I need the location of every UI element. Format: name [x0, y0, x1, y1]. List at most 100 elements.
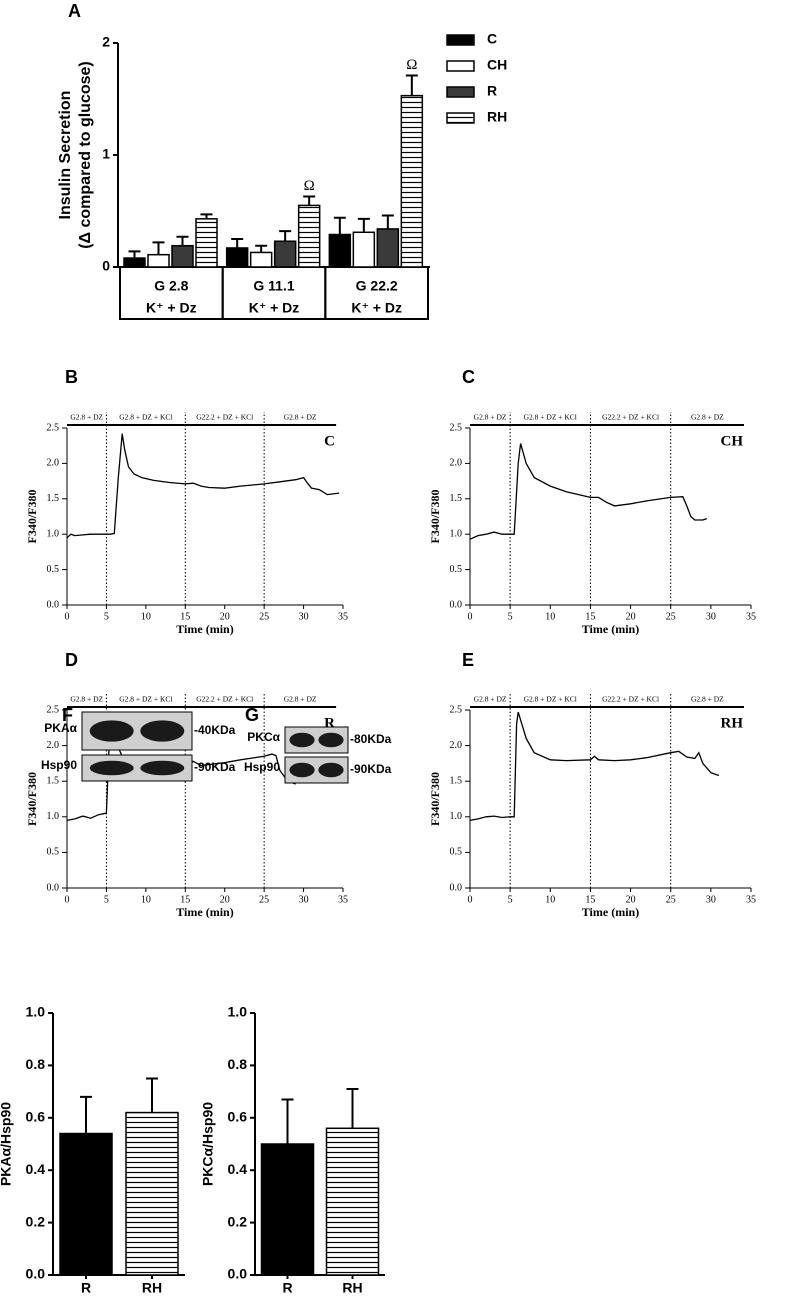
- error-bar: [255, 244, 268, 253]
- error-bar: [231, 238, 244, 248]
- error-bar: [80, 1095, 92, 1134]
- bar: [376, 228, 400, 268]
- y-tick-label: 0.0: [450, 599, 463, 610]
- y-axis-label: F340/F380: [428, 490, 442, 544]
- error-bar: [279, 230, 292, 242]
- y-tick-label: 2.0: [47, 458, 60, 469]
- phase-label: G22.2 + DZ + KCl: [602, 695, 659, 704]
- bar: [125, 1111, 179, 1276]
- x-tick-sublabel: K⁺ + Dz: [249, 300, 300, 316]
- panel-letter: F: [62, 705, 73, 725]
- blot-band: [289, 732, 315, 748]
- panel-letter: G: [245, 705, 259, 725]
- legend-swatch: [446, 60, 475, 72]
- x-axis-label: Time (min): [582, 905, 639, 919]
- x-tick-label: 5: [508, 894, 513, 905]
- x-tick-label: G 2.8: [154, 278, 188, 294]
- phase-label: G22.2 + DZ + KCl: [196, 413, 253, 422]
- trace: [469, 443, 708, 540]
- error-bar: [405, 74, 418, 96]
- y-tick-label: 1: [102, 146, 110, 162]
- x-tick-label: 5: [508, 611, 513, 622]
- y-tick-label: 0.4: [26, 1161, 46, 1177]
- error-bar: [381, 214, 394, 229]
- y-tick-label: 2.0: [450, 458, 463, 469]
- x-tick-label: 0: [468, 894, 473, 905]
- bar: [123, 257, 146, 268]
- y-tick-label: 0.6: [228, 1109, 248, 1125]
- phase-label: G2.8 + DZ: [70, 695, 103, 704]
- blot-label: Hsp90: [244, 760, 280, 774]
- x-tick-label: 10: [141, 611, 151, 622]
- y-tick-label: 1.0: [450, 528, 463, 539]
- x-tick-label: 30: [299, 894, 309, 905]
- legend-swatch: [446, 86, 475, 98]
- y-axis-label: Insulin Secretion: [57, 91, 74, 220]
- error-bar: [152, 241, 165, 255]
- x-tick-label: 25: [259, 894, 269, 905]
- blot-size: -90KDa: [350, 762, 392, 776]
- phase-label: G2.8 + DZ: [474, 695, 507, 704]
- trace: [469, 711, 720, 822]
- bar: [147, 253, 170, 268]
- x-tick-label: 5: [104, 611, 109, 622]
- x-tick-sublabel: K⁺ + Dz: [351, 300, 402, 316]
- blot-band: [289, 762, 315, 778]
- y-tick-label: 2: [102, 34, 110, 50]
- legend-label: CH: [487, 57, 507, 73]
- x-tick-label: G 11.1: [253, 278, 294, 294]
- y-tick-label: 0.2: [228, 1213, 248, 1229]
- phase-label: G22.2 + DZ + KCl: [602, 413, 659, 422]
- bar: [328, 233, 352, 268]
- x-tick-label: RH: [342, 1280, 362, 1296]
- y-tick-label: 0.5: [47, 564, 60, 575]
- x-tick-label: 30: [706, 611, 716, 622]
- phase-label: G22.2 + DZ + KCl: [196, 695, 253, 704]
- x-tick-label: 15: [585, 894, 595, 905]
- phase-label: G2.8 + DZ: [70, 413, 103, 422]
- panel-letter: E: [462, 650, 474, 670]
- error-bar: [176, 235, 189, 246]
- blot-size: -40KDa: [194, 723, 236, 737]
- y-tick-label: 0.0: [450, 882, 463, 893]
- blot-band: [140, 720, 185, 742]
- x-tick-label: 30: [299, 611, 309, 622]
- x-tick-label: 20: [220, 611, 230, 622]
- panel-letter: B: [65, 367, 78, 387]
- annotation: Ω: [304, 178, 315, 194]
- x-tick-label: 10: [545, 611, 555, 622]
- legend-label: RH: [487, 109, 507, 125]
- y-tick-label: 1.5: [450, 775, 463, 786]
- blot-band: [89, 760, 134, 776]
- bar: [225, 247, 249, 268]
- y-tick-label: 1.0: [228, 1004, 248, 1020]
- x-tick-label: 5: [104, 894, 109, 905]
- y-tick-label: 0.5: [450, 847, 463, 858]
- x-tick-label: 0: [65, 894, 70, 905]
- x-tick-label: 15: [180, 894, 190, 905]
- panel-letter: C: [462, 367, 475, 387]
- x-axis-label: Time (min): [582, 622, 639, 636]
- y-tick-label: 0.0: [228, 1266, 248, 1282]
- x-tick-label: 30: [706, 894, 716, 905]
- y-tick-label: 0.0: [47, 599, 60, 610]
- y-tick-label: 2.5: [47, 422, 60, 433]
- x-tick-label: 0: [468, 611, 473, 622]
- error-bar: [303, 195, 316, 206]
- blot-band: [318, 762, 344, 778]
- y-axis-label: F340/F380: [25, 490, 39, 544]
- y-tick-label: 1.5: [47, 493, 60, 504]
- x-tick-sublabel: K⁺ + Dz: [146, 300, 197, 316]
- y-tick-label: 1.5: [450, 493, 463, 504]
- x-tick-label: 20: [220, 894, 230, 905]
- y-tick-label: 0.8: [228, 1056, 248, 1072]
- y-tick-label: 0.0: [26, 1266, 46, 1282]
- x-tick-label: 15: [585, 611, 595, 622]
- y-tick-label: 0.4: [228, 1161, 248, 1177]
- y-tick-label: 1.0: [450, 811, 463, 822]
- x-tick-label: 35: [338, 611, 348, 622]
- x-tick-label: 15: [180, 611, 190, 622]
- x-axis-label: Time (min): [176, 905, 233, 919]
- y-tick-label: 2.5: [450, 422, 463, 433]
- x-tick-label: 25: [666, 894, 676, 905]
